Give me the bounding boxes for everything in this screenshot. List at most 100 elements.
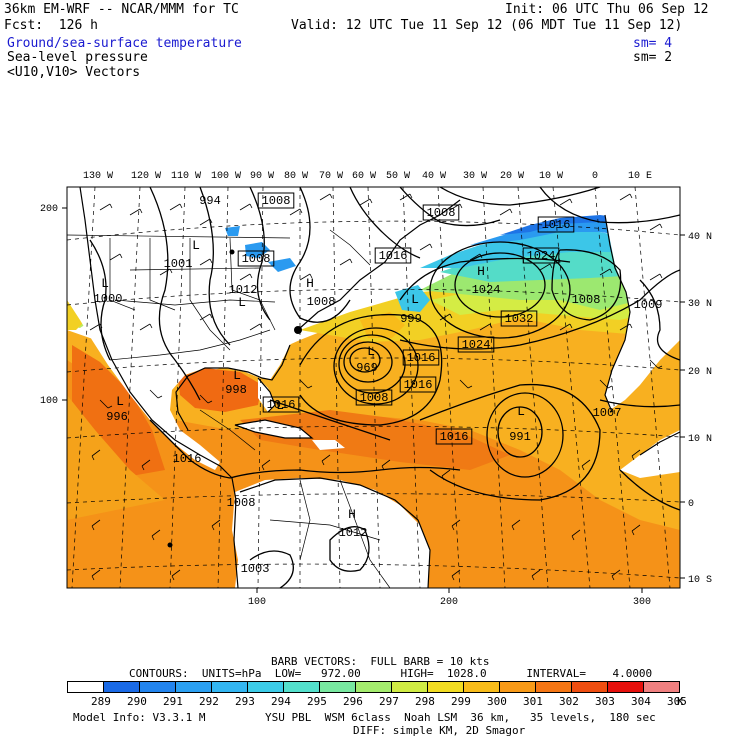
pressure-label-box [457,336,495,353]
colorbar-swatch [247,681,284,693]
grid-x-label: 100 [248,597,266,608]
colorbar-label: 289 [91,695,111,708]
pressure-label: 1024 [527,249,556,263]
pressure-label-box [500,310,538,327]
colorbar-swatch [211,681,248,693]
pressure-label: 1008 [227,496,256,510]
high-pressure-center: H [477,264,485,279]
init-time: Init: 06 UTC Thu 06 Sep 12 [505,2,709,17]
pressure-label: 1008 [307,295,336,309]
pressure-label: 998 [225,383,247,397]
low-pressure-center: L [192,238,200,253]
field1-smoothing: sm= 4 [633,36,673,51]
colorbar-swatch [499,681,536,693]
low-pressure-center: L [116,394,124,409]
field-wind-vectors: <U10,V10> Vectors [7,65,141,80]
low-pressure-center: L [517,404,525,419]
lon-label: 60 W [352,171,376,182]
low-pressure-center: L [411,292,419,307]
colorbar-label: 305 [667,695,687,708]
pressure-label: 1008 [262,194,291,208]
colorbar-swatch [535,681,572,693]
pressure-label-box [402,349,440,366]
colorbar-label: 303 [595,695,615,708]
colorbar-label: 294 [271,695,291,708]
colorbar-swatch [103,681,140,693]
pressure-label: 1024 [472,283,501,297]
pressure-label: 991 [509,430,531,444]
low-pressure-center: L [238,295,246,310]
lon-label: 10 E [628,171,652,182]
model-info: Model Info: V3.3.1 M YSU PBL WSM 6class … [73,711,656,724]
pressure-label: 1016 [440,430,469,444]
pressure-label: 969 [356,361,378,375]
lat-label: 10 N [688,434,712,445]
high-pressure-center: H [306,276,314,291]
field-sea-level-pressure: Sea-level pressure [7,50,148,65]
pressure-label: 1008 [572,293,601,307]
colorbar-label: 293 [235,695,255,708]
pressure-label-box [435,428,473,445]
colorbar-label: 292 [199,695,219,708]
pressure-label-box [537,216,575,233]
pressure-label-box [237,250,275,267]
grid-x-label: 200 [440,597,458,608]
grid-y-label: 200 [40,204,58,215]
pressure-label: 1009 [634,298,663,312]
colorbar-label: 302 [559,695,579,708]
valid-time: Valid: 12 UTC Tue 11 Sep 12 (06 MDT Tue … [291,18,683,33]
colorbar-swatch [283,681,320,693]
pressure-label-box [355,389,393,406]
colorbar-label: 304 [631,695,651,708]
pressure-label-box [262,396,300,413]
diffusion-info: DIFF: simple KM, 2D Smagor [353,724,526,737]
pressure-label: 1016 [267,398,296,412]
lat-label: 0 [688,499,694,510]
colorbar-label: 291 [163,695,183,708]
pressure-label: 1007 [593,406,622,420]
colorbar-swatch [427,681,464,693]
lon-label: 20 W [500,171,524,182]
pressure-label-box [399,376,437,393]
lon-label: 100 W [211,171,241,182]
pressure-label-box [257,192,295,209]
pressure-label-box [522,247,560,264]
high-pressure-center: H [348,507,356,522]
pressure-label: 1001 [164,257,193,271]
pressure-label: 1008 [360,391,389,405]
lat-label: 30 N [688,299,712,310]
pressure-label: 1016 [404,378,433,392]
pressure-label: 1016 [379,249,408,263]
contour-legend: CONTOURS: UNITS=hPa LOW= 972.00 HIGH= 10… [129,667,653,680]
lon-label: 0 [592,171,598,182]
model-title: 36km EM-WRF -- NCAR/MMM for TC [4,2,239,17]
pressure-label: 1016 [173,452,202,466]
colorbar-swatch [139,681,176,693]
low-pressure-center: L [233,368,241,383]
pressure-label: 1008 [427,206,456,220]
grid-y-label: 100 [40,396,58,407]
lon-label: 40 W [422,171,446,182]
field2-smoothing: sm= 2 [633,50,673,65]
lon-label: 70 W [319,171,343,182]
colorbar-swatch [607,681,644,693]
colorbar-swatch [463,681,500,693]
pressure-label: 1000 [94,292,123,306]
lat-label: 20 N [688,367,712,378]
map-frame [66,186,681,589]
pressure-label: 1008 [242,252,271,266]
colorbar-label: 290 [127,695,147,708]
lon-label: 80 W [284,171,308,182]
sst-hot-band [67,360,680,588]
pressure-label: 1024 [462,338,491,352]
pressure-label: 1012 [339,526,368,540]
pressure-label: 1032 [505,312,534,326]
colorbar-unit: K [677,695,684,708]
colorbar-label: 299 [451,695,471,708]
pressure-label: 1016 [407,351,436,365]
pressure-label-box [374,247,412,264]
land-africa-europe [600,187,680,410]
lon-label: 110 W [171,171,201,182]
pressure-label: 1012 [229,283,258,297]
